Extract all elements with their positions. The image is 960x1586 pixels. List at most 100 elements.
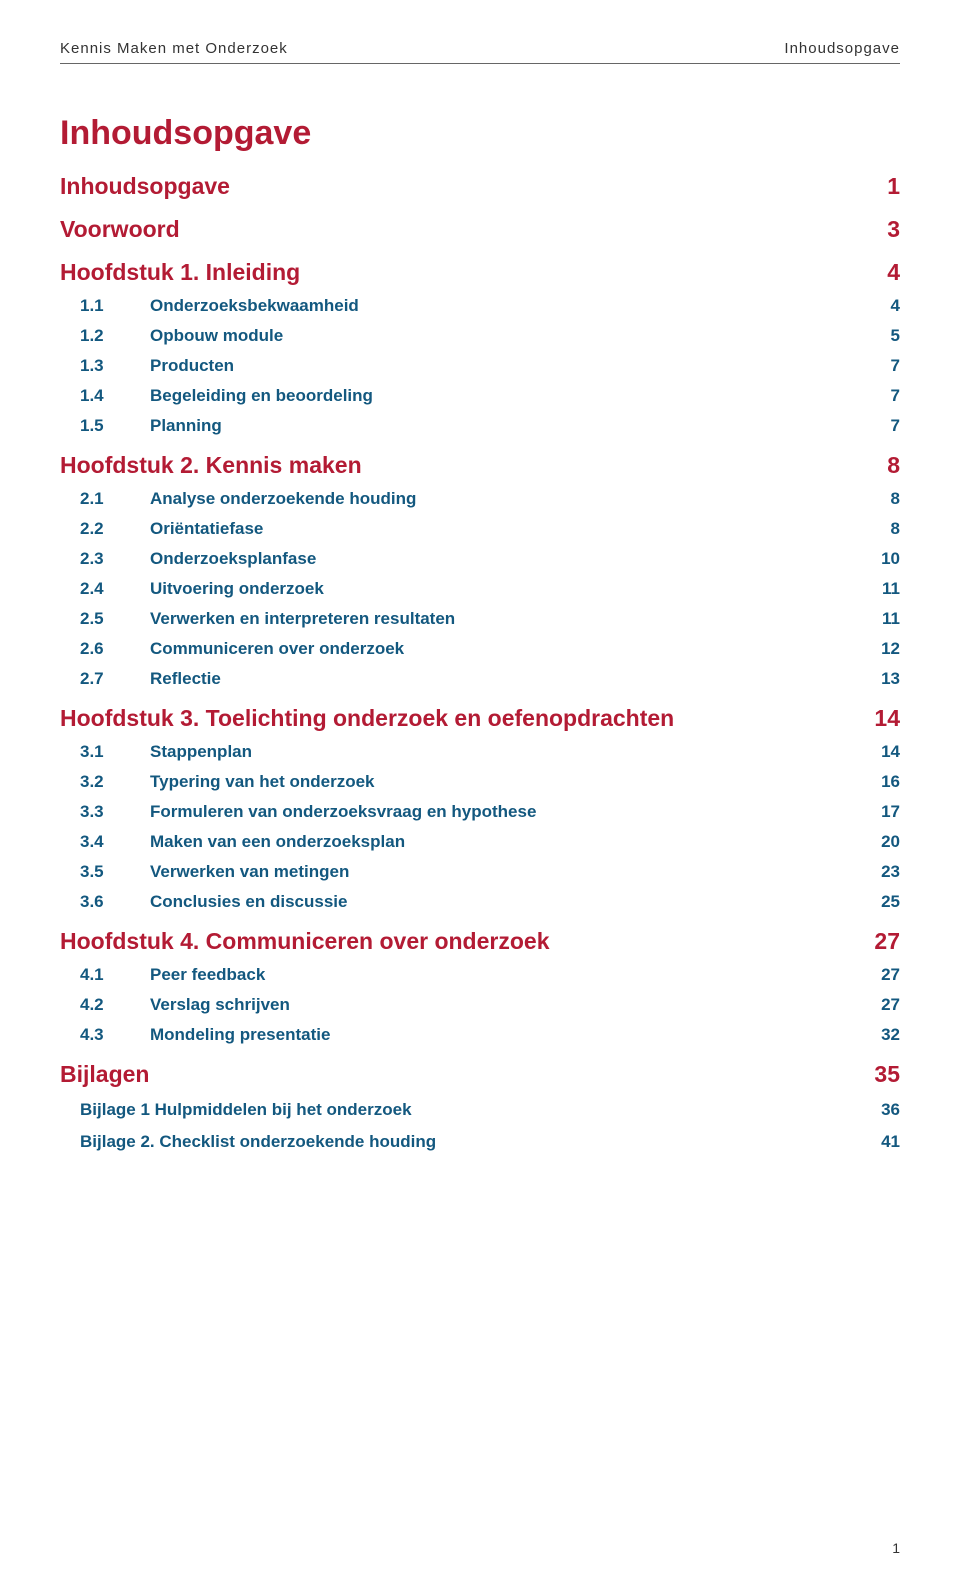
- toc-subitem-label: Verwerken van metingen: [150, 862, 861, 882]
- toc-subitem-page: 14: [861, 742, 900, 762]
- toc-subitem: 4.3Mondeling presentatie32: [80, 1025, 900, 1045]
- toc-chapter-page: 1: [887, 173, 900, 200]
- toc-subitem-label: Reflectie: [150, 669, 861, 689]
- toc-subitem-label: Formuleren van onderzoeksvraag en hypoth…: [150, 802, 861, 822]
- toc-subitem-label: Conclusies en discussie: [150, 892, 861, 912]
- toc-subitem-page: 10: [861, 549, 900, 569]
- page-title: Inhoudsopgave: [60, 114, 900, 153]
- toc-chapter-label: Hoofdstuk 4. Communiceren over onderzoek: [60, 928, 549, 955]
- toc-subitem-number: 4.3: [80, 1025, 150, 1045]
- toc-subitem-page: 12: [861, 639, 900, 659]
- toc-subitem-label: Typering van het onderzoek: [150, 772, 861, 792]
- toc-chapter: Hoofdstuk 2. Kennis maken8: [60, 452, 900, 479]
- toc-subitem: 3.1Stappenplan14: [80, 742, 900, 762]
- toc-subitem: 2.6Communiceren over onderzoek12: [80, 639, 900, 659]
- toc-subitem-page: 17: [861, 802, 900, 822]
- toc-subitem: 2.2Oriëntatiefase8: [80, 519, 900, 539]
- toc-subitem: 1.4Begeleiding en beoordeling7: [80, 386, 900, 406]
- toc-subitem-page: 16: [861, 772, 900, 792]
- toc-subitem: 2.3Onderzoeksplanfase10: [80, 549, 900, 569]
- toc-chapter: Hoofdstuk 1. Inleiding 4: [60, 259, 900, 286]
- toc-subitem-page: 4: [871, 296, 900, 316]
- toc-subitem-label: Verslag schrijven: [150, 995, 861, 1015]
- running-header: Kennis Maken met Onderzoek Inhoudsopgave: [60, 40, 900, 64]
- toc-subitem: 1.3Producten7: [80, 356, 900, 376]
- toc-subitem-label: Onderzoeksplanfase: [150, 549, 861, 569]
- toc-subitem-page: 25: [861, 892, 900, 912]
- toc-subitem-label: Uitvoering onderzoek: [150, 579, 862, 599]
- toc-subitem-number: 2.2: [80, 519, 150, 539]
- toc-subitem-number: 3.2: [80, 772, 150, 792]
- toc-subitem-page: 7: [871, 356, 900, 376]
- toc-chapter-page: 27: [874, 928, 900, 955]
- toc-subitem-page: 7: [871, 386, 900, 406]
- toc-chapter: Voorwoord3: [60, 216, 900, 243]
- toc-subitem-page: 11: [862, 609, 900, 629]
- toc-subitem-label: Mondeling presentatie: [150, 1025, 861, 1045]
- toc-subitem-page: 11: [862, 579, 900, 599]
- toc-subitem: 1.2Opbouw module5: [80, 326, 900, 346]
- toc-chapter-label: Bijlagen: [60, 1061, 149, 1088]
- toc-subitem-number: 1.5: [80, 416, 150, 436]
- toc-subitem-label: Analyse onderzoekende houding: [150, 489, 871, 509]
- toc-subitem-label: Oriëntatiefase: [150, 519, 871, 539]
- toc-subitem-label: Communiceren over onderzoek: [150, 639, 861, 659]
- header-right: Inhoudsopgave: [784, 40, 900, 57]
- toc-subitem-page: 5: [871, 326, 900, 346]
- toc-chapter: Bijlagen35: [60, 1061, 900, 1088]
- toc-subitem-label: Stappenplan: [150, 742, 861, 762]
- toc-subitem-page: 13: [861, 669, 900, 689]
- toc-subitem-number: 1.4: [80, 386, 150, 406]
- toc-chapter: Inhoudsopgave1: [60, 173, 900, 200]
- toc-subitem-number: 3.6: [80, 892, 150, 912]
- toc-chapter-label: Hoofdstuk 1. Inleiding: [60, 259, 300, 286]
- toc-chapter-label: Hoofdstuk 3. Toelichting onderzoek en oe…: [60, 705, 674, 732]
- toc-subitem: 3.4Maken van een onderzoeksplan20: [80, 832, 900, 852]
- toc-appendix-item: Bijlage 1 Hulpmiddelen bij het onderzoek…: [80, 1100, 900, 1120]
- toc-subitem-label: Verwerken en interpreteren resultaten: [150, 609, 862, 629]
- toc-subitem-label: Peer feedback: [150, 965, 861, 985]
- toc-appendix-item: Bijlage 2. Checklist onderzoekende houdi…: [80, 1132, 900, 1152]
- toc-subitem-number: 2.1: [80, 489, 150, 509]
- footer-page-number: 1: [892, 1540, 900, 1556]
- toc-subitem-number: 2.5: [80, 609, 150, 629]
- document-page: Kennis Maken met Onderzoek Inhoudsopgave…: [0, 0, 960, 1586]
- toc-subitem-label: Planning: [150, 416, 871, 436]
- toc-subitem-number: 3.5: [80, 862, 150, 882]
- toc-subitem-page: 27: [861, 995, 900, 1015]
- toc-subitem-number: 1.2: [80, 326, 150, 346]
- toc-subitem-number: 1.1: [80, 296, 150, 316]
- toc-subitem-page: 8: [871, 489, 900, 509]
- toc-subitem: 1.5Planning7: [80, 416, 900, 436]
- toc-subitem-number: 2.6: [80, 639, 150, 659]
- toc-chapter-page: 4: [887, 259, 900, 286]
- toc-appendix-label: Bijlage 1 Hulpmiddelen bij het onderzoek: [80, 1100, 861, 1120]
- toc-subitem-number: 3.1: [80, 742, 150, 762]
- toc-subitem: 4.2Verslag schrijven27: [80, 995, 900, 1015]
- toc-subitem-page: 7: [871, 416, 900, 436]
- toc-subitem: 2.5Verwerken en interpreteren resultaten…: [80, 609, 900, 629]
- toc-subitem: 1.1Onderzoeksbekwaamheid4: [80, 296, 900, 316]
- toc-subitem-number: 1.3: [80, 356, 150, 376]
- toc-subitem: 2.7Reflectie13: [80, 669, 900, 689]
- toc-subitem: 3.5Verwerken van metingen23: [80, 862, 900, 882]
- toc-subitem: 2.4Uitvoering onderzoek11: [80, 579, 900, 599]
- toc-chapter-label: Voorwoord: [60, 216, 180, 243]
- toc-subitem-page: 8: [871, 519, 900, 539]
- toc-appendix-page: 41: [861, 1132, 900, 1152]
- toc-subitem-label: Onderzoeksbekwaamheid: [150, 296, 871, 316]
- toc-subitem-number: 3.4: [80, 832, 150, 852]
- toc-appendix-label: Bijlage 2. Checklist onderzoekende houdi…: [80, 1132, 861, 1152]
- toc-subitem-label: Opbouw module: [150, 326, 871, 346]
- toc-subitem-page: 23: [861, 862, 900, 882]
- toc-subitem-label: Begeleiding en beoordeling: [150, 386, 871, 406]
- toc-subitem-page: 20: [861, 832, 900, 852]
- toc-chapter: Hoofdstuk 4. Communiceren over onderzoek…: [60, 928, 900, 955]
- toc-subitem-page: 27: [861, 965, 900, 985]
- toc-subitem: 3.3Formuleren van onderzoeksvraag en hyp…: [80, 802, 900, 822]
- toc-subitem-number: 2.4: [80, 579, 150, 599]
- toc-subitem-number: 2.3: [80, 549, 150, 569]
- toc-chapter-label: Hoofdstuk 2. Kennis maken: [60, 452, 362, 479]
- toc-subitem: 2.1Analyse onderzoekende houding8: [80, 489, 900, 509]
- toc-subitem-number: 4.1: [80, 965, 150, 985]
